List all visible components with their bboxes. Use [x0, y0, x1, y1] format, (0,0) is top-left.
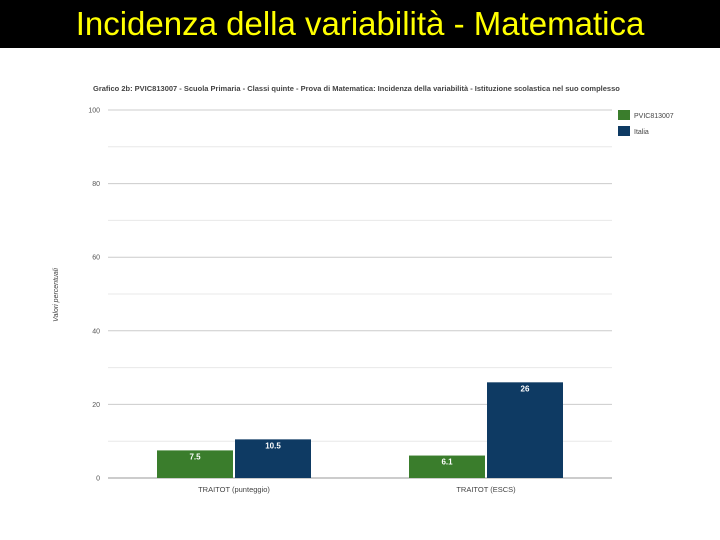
- y-tick-label: 60: [92, 255, 100, 262]
- title-bar: Incidenza della variabilità - Matematica: [0, 0, 720, 48]
- bar: [409, 455, 485, 478]
- category-label: TRAITOT (ESCS): [456, 485, 516, 494]
- y-axis-label: Valori percentuali: [53, 268, 60, 322]
- chart-title: Grafico 2b: PVIC813007 - Scuola Primaria…: [93, 84, 620, 93]
- bar: [487, 382, 563, 478]
- data-label: 7.5: [189, 452, 201, 461]
- bar: [157, 450, 233, 478]
- slide-title: Incidenza della variabilità - Matematica: [75, 5, 645, 42]
- bar: [235, 439, 311, 478]
- category-label: TRAITOT (punteggio): [198, 485, 270, 494]
- data-label: 26: [521, 384, 530, 393]
- y-tick-label: 0: [96, 476, 100, 483]
- legend-swatch: [618, 110, 630, 120]
- y-tick-label: 100: [88, 108, 100, 115]
- data-label: 6.1: [441, 458, 453, 467]
- legend-label: Italia: [634, 129, 649, 136]
- y-tick-label: 40: [92, 328, 100, 335]
- y-tick-label: 80: [92, 181, 100, 188]
- data-label: 10.5: [265, 441, 281, 450]
- legend-label: PVIC813007: [634, 113, 674, 120]
- legend-swatch: [618, 126, 630, 136]
- y-tick-label: 20: [92, 402, 100, 409]
